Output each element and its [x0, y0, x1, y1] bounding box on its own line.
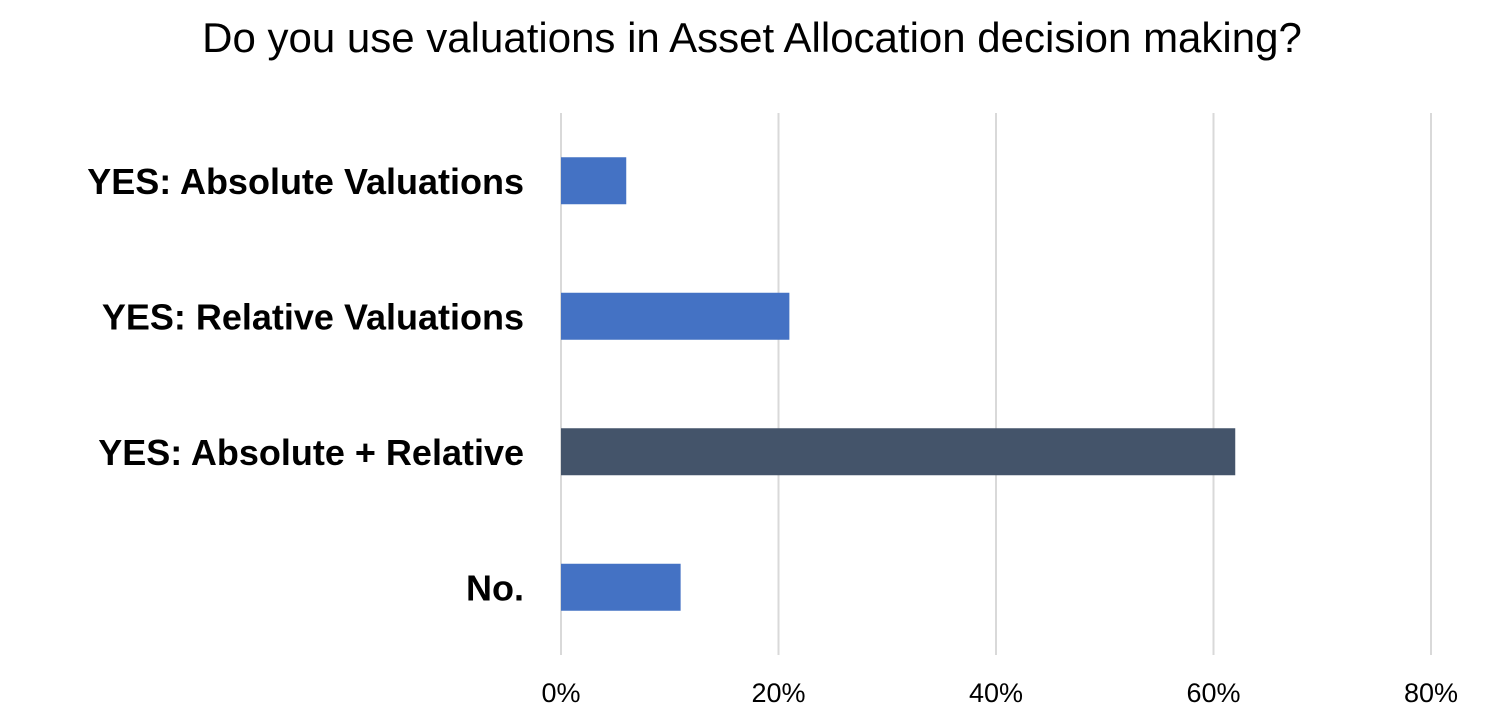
bar-2 — [561, 428, 1236, 476]
bar-3 — [561, 563, 681, 611]
category-label: No. — [466, 567, 524, 608]
category-label: YES: Relative Valuations — [102, 296, 524, 337]
x-tick-label: 60% — [1186, 678, 1240, 708]
x-axis-tick-labels: 0% 20% 40% 60% 80% — [541, 678, 1458, 708]
category-label: YES: Absolute Valuations — [87, 161, 524, 202]
bars — [561, 157, 1236, 611]
category-label: YES: Absolute + Relative — [98, 432, 524, 473]
x-tick-label: 80% — [1404, 678, 1458, 708]
grid-lines — [560, 113, 1432, 655]
chart-title: Do you use valuations in Asset Allocatio… — [202, 14, 1302, 61]
x-tick-label: 0% — [541, 678, 580, 708]
category-labels: YES: Absolute Valuations YES: Relative Va… — [87, 161, 524, 609]
bar-1 — [561, 292, 790, 340]
x-tick-label: 40% — [969, 678, 1023, 708]
bar-0 — [561, 157, 627, 205]
x-tick-label: 20% — [751, 678, 805, 708]
